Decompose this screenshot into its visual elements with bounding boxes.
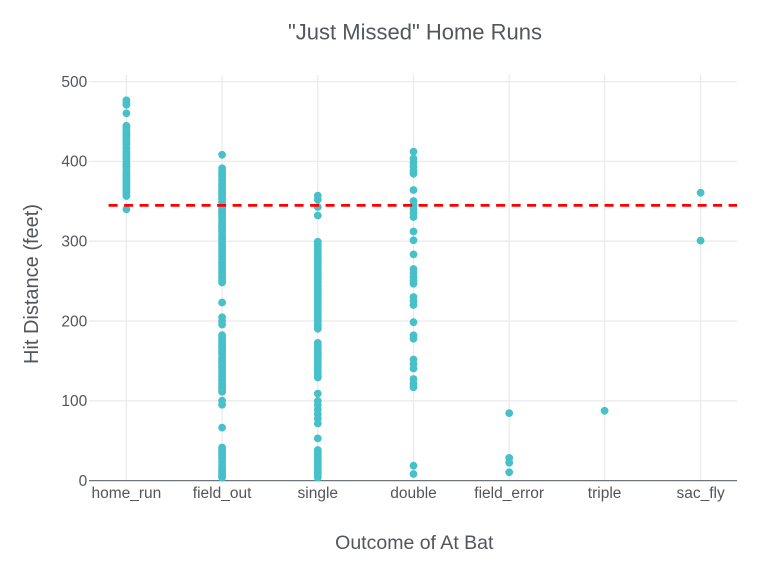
svg-text:sac_fly: sac_fly xyxy=(676,485,724,502)
svg-text:Outcome of At Bat: Outcome of At Bat xyxy=(335,532,494,554)
svg-text:300: 300 xyxy=(61,234,87,251)
svg-text:double: double xyxy=(390,485,437,502)
svg-text:"Just Missed" Home Runs: "Just Missed" Home Runs xyxy=(288,20,542,45)
svg-text:400: 400 xyxy=(61,154,87,171)
svg-text:100: 100 xyxy=(61,393,87,410)
svg-text:home_run: home_run xyxy=(92,485,162,502)
svg-text:0: 0 xyxy=(79,473,88,490)
svg-text:single: single xyxy=(298,485,339,502)
svg-text:Hit Distance (feet): Hit Distance (feet) xyxy=(21,204,43,364)
svg-text:field_out: field_out xyxy=(193,485,252,502)
svg-text:triple: triple xyxy=(588,485,622,502)
svg-text:field_error: field_error xyxy=(474,485,544,502)
svg-text:200: 200 xyxy=(61,313,87,330)
svg-text:500: 500 xyxy=(61,74,87,91)
